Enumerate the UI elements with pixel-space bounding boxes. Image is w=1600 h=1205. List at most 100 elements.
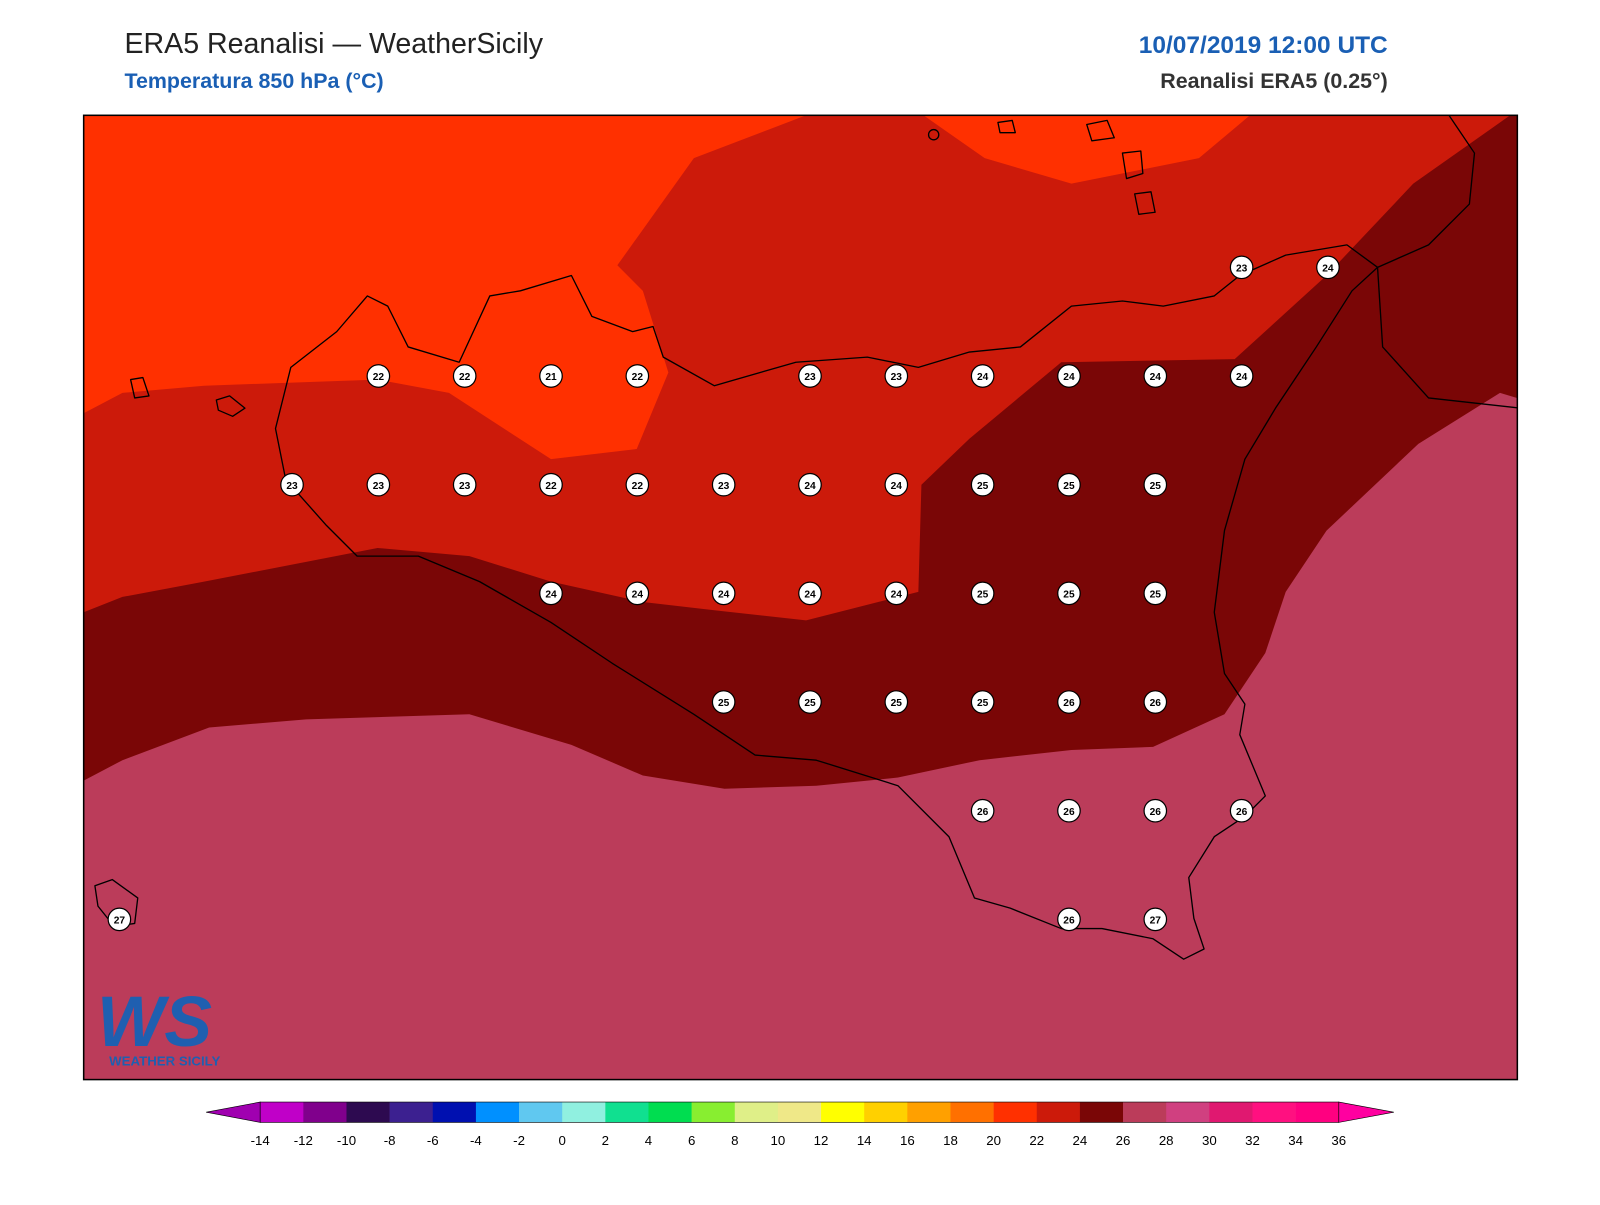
station-marker [539, 581, 563, 606]
colorbar-over [1338, 1101, 1394, 1123]
island [94, 119, 1156, 928]
colorbar-tick-label: 30 [1202, 1133, 1217, 1148]
station-value: 24 [1236, 372, 1248, 383]
station-value: 26 [1150, 698, 1162, 709]
station-marker [884, 581, 909, 606]
station-marker [625, 472, 650, 497]
station-marker [280, 472, 304, 497]
colorbar-tick-label: 2 [602, 1133, 609, 1148]
station-marker [884, 364, 909, 388]
station-value: 23 [286, 481, 298, 492]
station-marker [884, 690, 909, 714]
station-marker [1143, 690, 1168, 714]
station-value: 25 [1063, 481, 1075, 492]
colorbar-bin [734, 1102, 779, 1123]
station-marker [884, 472, 909, 497]
station-marker [1143, 907, 1168, 932]
coastline [274, 244, 1379, 960]
logo-text: WS [97, 982, 212, 1062]
station-marker [711, 581, 736, 606]
station-value: 26 [1236, 807, 1248, 818]
colorbar-bin [1295, 1102, 1340, 1123]
colorbar-bin [648, 1102, 692, 1123]
station-value: 24 [718, 589, 730, 600]
source: Reanalisi ERA5 (0.25°) [1160, 69, 1387, 93]
station-marker [1143, 472, 1168, 497]
station-marker [1229, 798, 1254, 823]
station-marker [1057, 907, 1081, 932]
station-value: 21 [545, 372, 557, 383]
station-marker [711, 690, 736, 714]
colorbar-tick-label: 34 [1288, 1133, 1303, 1148]
colorbar-tick-label: -2 [513, 1133, 525, 1148]
colorbar-bin [605, 1102, 649, 1123]
colorbar-tick-label: 26 [1116, 1133, 1131, 1148]
colorbar-tick-label: 20 [986, 1133, 1001, 1148]
colorbar-bin [864, 1102, 908, 1123]
station-marker [970, 472, 995, 497]
station-value: 22 [632, 372, 644, 383]
subtitle: Temperatura 850 hPa (°C) [124, 69, 383, 93]
station-value: 25 [718, 698, 730, 709]
contour-fill [83, 392, 1518, 1080]
colorbar-tick-label: 22 [1029, 1133, 1044, 1148]
colorbar-tick-label: 10 [771, 1133, 786, 1148]
station-marker [1143, 798, 1168, 823]
station-value: 27 [1150, 915, 1162, 926]
station-value: 25 [1150, 589, 1162, 600]
station-value: 22 [459, 372, 471, 383]
station-value: 25 [804, 698, 816, 709]
station-value: 23 [1236, 263, 1248, 274]
station-value: 24 [545, 589, 557, 600]
colorbar-bin [950, 1102, 994, 1123]
station-marker [970, 798, 995, 823]
colorbar-tick-label: 12 [814, 1133, 829, 1148]
station-value: 24 [891, 481, 903, 492]
station-marker [1057, 690, 1081, 714]
colorbar-tick-label: 8 [731, 1133, 738, 1148]
logo-caption: WEATHER SICILY [109, 1053, 220, 1068]
station-value: 26 [1063, 915, 1075, 926]
colorbar-tick-label: -8 [384, 1133, 396, 1148]
coastline [1376, 115, 1518, 409]
colorbar-tick-label: 18 [943, 1133, 958, 1148]
station-value: 24 [1322, 263, 1334, 274]
colorbar-bin [993, 1102, 1038, 1123]
station-marker [1057, 798, 1081, 823]
station-value: 24 [632, 589, 644, 600]
colorbar: -14 -12 -10 -8 -6 -4 -2 0 2 4 6 8 10 12 14 16 18 20 22 24 26… [206, 1101, 1394, 1148]
station-marker [625, 581, 650, 606]
station-marker [366, 364, 391, 388]
station-marker [711, 472, 736, 497]
station-marker [1316, 255, 1340, 280]
station-marker [1229, 364, 1254, 388]
colorbar-bin [1123, 1102, 1167, 1123]
station-value: 23 [891, 372, 903, 383]
colorbar-tick-label: -10 [337, 1133, 356, 1148]
station-marker [1143, 364, 1168, 388]
station-marker [798, 472, 822, 497]
colorbar-tick-label: 4 [645, 1133, 652, 1148]
colorbar-bin [821, 1102, 865, 1123]
colorbar-tick-label: -4 [470, 1133, 482, 1148]
colorbar-bin [907, 1102, 951, 1123]
station-marker [1057, 364, 1081, 388]
station-marker [452, 364, 477, 388]
title: ERA5 Reanalisi — WeatherSicily [124, 28, 543, 60]
colorbar-bin [1079, 1102, 1124, 1123]
colorbar-bin [432, 1102, 477, 1123]
colorbar-tick-label: 6 [688, 1133, 695, 1148]
station-value: 26 [1063, 807, 1075, 818]
station-value: 26 [1063, 698, 1075, 709]
station-value: 24 [804, 481, 816, 492]
colorbar-bin [519, 1102, 563, 1123]
colorbar-tick-label: 28 [1159, 1133, 1174, 1148]
colorbar-bin [562, 1102, 606, 1123]
station-marker [107, 907, 132, 932]
station-value: 23 [804, 372, 816, 383]
station-value: 24 [891, 589, 903, 600]
datetime: 10/07/2019 12:00 UTC [1139, 32, 1388, 59]
station-value: 22 [545, 481, 557, 492]
colorbar-tick-label: -12 [294, 1133, 313, 1148]
